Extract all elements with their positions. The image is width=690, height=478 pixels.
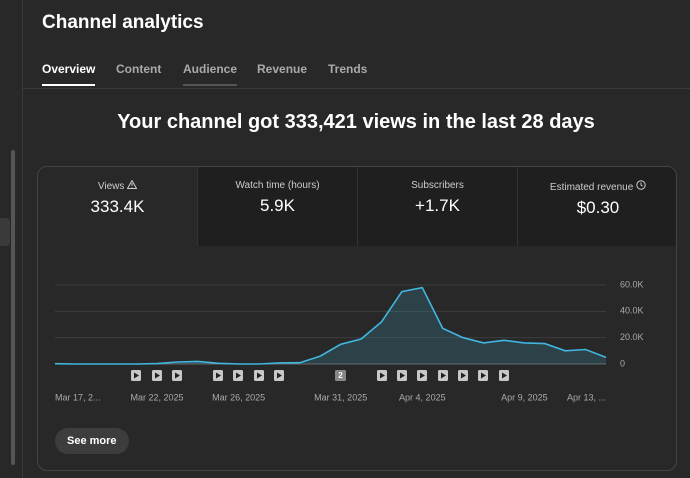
metric-tab[interactable]: Views 333.4K [38, 167, 197, 246]
metric-value: 5.9K [260, 196, 295, 215]
tab[interactable]: Content [116, 62, 162, 76]
metric-value: +1.7K [415, 196, 460, 215]
tab[interactable]: Overview [42, 62, 96, 86]
metric-value: $0.30 [576, 198, 620, 217]
metric-label: Subscribers [411, 180, 464, 191]
nav-item[interactable] [0, 218, 10, 246]
metric-label: Views [97, 181, 125, 192]
metric-tab[interactable]: Subscribers +1.7K [357, 167, 517, 246]
clock-icon [636, 180, 646, 190]
tab[interactable]: Revenue [257, 62, 308, 76]
metric-value: 333.4K [90, 197, 145, 216]
metric-tab[interactable]: Estimated revenue $0.30 [517, 167, 676, 246]
divider [22, 88, 690, 89]
scrollbar[interactable] [11, 150, 15, 465]
page-title: Channel analytics [42, 12, 204, 33]
metric-tab[interactable]: Watch time (hours) 5.9K [197, 167, 357, 246]
tab[interactable]: Audience [183, 62, 238, 86]
analytics-card: Views 333.4K Watch time (hours) 5.9K Sub… [37, 166, 677, 471]
warning-icon [126, 179, 138, 189]
tab[interactable]: Trends [328, 62, 368, 76]
metric-label: Estimated revenue [549, 182, 634, 193]
metric-label: Watch time (hours) [235, 180, 320, 191]
headline: Your channel got 333,421 views in the la… [117, 111, 595, 133]
see-more-button[interactable]: See more [55, 428, 129, 454]
sidebar [0, 0, 23, 478]
